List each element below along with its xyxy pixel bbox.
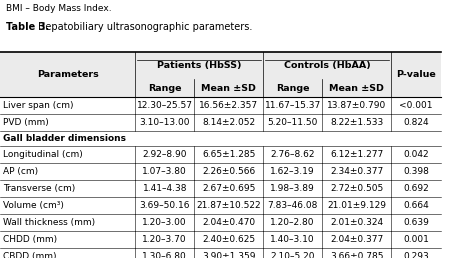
Text: Longitudinal (cm): Longitudinal (cm) bbox=[3, 150, 83, 159]
Text: 1.20–3.00: 1.20–3.00 bbox=[142, 218, 187, 227]
Text: 2.92–8.90: 2.92–8.90 bbox=[143, 150, 187, 159]
Text: 8.22±1.533: 8.22±1.533 bbox=[330, 118, 383, 127]
Text: 11.67–15.37: 11.67–15.37 bbox=[264, 101, 321, 110]
Text: 0.398: 0.398 bbox=[403, 167, 429, 176]
Text: BMI – Body Mass Index.: BMI – Body Mass Index. bbox=[6, 4, 111, 13]
Text: 1.62–3.19: 1.62–3.19 bbox=[270, 167, 315, 176]
Text: 2.04±0.377: 2.04±0.377 bbox=[330, 235, 383, 244]
Text: CHDD (mm): CHDD (mm) bbox=[3, 235, 57, 244]
Text: 2.26±0.566: 2.26±0.566 bbox=[202, 167, 255, 176]
Text: 5.20–11.50: 5.20–11.50 bbox=[267, 118, 318, 127]
Text: 1.40–3.10: 1.40–3.10 bbox=[270, 235, 315, 244]
Text: 21.01±9.129: 21.01±9.129 bbox=[327, 201, 386, 210]
Text: 1.98–3.89: 1.98–3.89 bbox=[270, 184, 315, 193]
Text: 7.83–46.08: 7.83–46.08 bbox=[267, 201, 318, 210]
Text: 3.10–13.00: 3.10–13.00 bbox=[139, 118, 190, 127]
Text: 2.76–8.62: 2.76–8.62 bbox=[271, 150, 315, 159]
Text: 0.293: 0.293 bbox=[403, 252, 429, 258]
Text: 2.01±0.324: 2.01±0.324 bbox=[330, 218, 383, 227]
Text: Parameters: Parameters bbox=[36, 70, 99, 79]
Text: Transverse (cm): Transverse (cm) bbox=[3, 184, 75, 193]
Text: 13.87±0.790: 13.87±0.790 bbox=[327, 101, 386, 110]
Text: Gall bladder dimensions: Gall bladder dimensions bbox=[3, 134, 126, 143]
Text: 2.34±0.377: 2.34±0.377 bbox=[330, 167, 383, 176]
Text: <0.001: <0.001 bbox=[399, 101, 433, 110]
Text: Mean ±SD: Mean ±SD bbox=[329, 84, 384, 93]
Text: 1.07–3.80: 1.07–3.80 bbox=[142, 167, 187, 176]
Text: Range: Range bbox=[148, 84, 182, 93]
Text: 0.001: 0.001 bbox=[403, 235, 429, 244]
Text: CBDD (mm): CBDD (mm) bbox=[3, 252, 57, 258]
Text: 2.10–5.20: 2.10–5.20 bbox=[271, 252, 315, 258]
Text: 0.664: 0.664 bbox=[403, 201, 429, 210]
Text: 1.41–4.38: 1.41–4.38 bbox=[143, 184, 187, 193]
Text: 6.65±1.285: 6.65±1.285 bbox=[202, 150, 255, 159]
Text: PVD (mm): PVD (mm) bbox=[3, 118, 49, 127]
Text: 1.20–3.70: 1.20–3.70 bbox=[142, 235, 187, 244]
Text: 21.87±10.522: 21.87±10.522 bbox=[196, 201, 261, 210]
Text: 2.72±0.505: 2.72±0.505 bbox=[330, 184, 383, 193]
Text: 1.30–6.80: 1.30–6.80 bbox=[142, 252, 187, 258]
Text: Liver span (cm): Liver span (cm) bbox=[3, 101, 74, 110]
Text: 3.90±1.359: 3.90±1.359 bbox=[202, 252, 255, 258]
Text: Patients (HbSS): Patients (HbSS) bbox=[157, 61, 241, 70]
Text: 16.56±2.357: 16.56±2.357 bbox=[199, 101, 258, 110]
Text: 0.639: 0.639 bbox=[403, 218, 429, 227]
Text: 3.66±0.785: 3.66±0.785 bbox=[330, 252, 383, 258]
Text: 2.40±0.625: 2.40±0.625 bbox=[202, 235, 255, 244]
Text: 1.20–2.80: 1.20–2.80 bbox=[271, 218, 315, 227]
Text: 0.042: 0.042 bbox=[403, 150, 429, 159]
Text: Range: Range bbox=[276, 84, 310, 93]
Text: 8.14±2.052: 8.14±2.052 bbox=[202, 118, 255, 127]
Text: 2.04±0.470: 2.04±0.470 bbox=[202, 218, 255, 227]
Text: 6.12±1.277: 6.12±1.277 bbox=[330, 150, 383, 159]
Text: Wall thickness (mm): Wall thickness (mm) bbox=[3, 218, 95, 227]
Text: Controls (HbAA): Controls (HbAA) bbox=[283, 61, 371, 70]
Text: P-value: P-value bbox=[396, 70, 436, 79]
Text: 0.824: 0.824 bbox=[403, 118, 429, 127]
Text: Table 3.: Table 3. bbox=[6, 22, 52, 32]
Text: Mean ±SD: Mean ±SD bbox=[201, 84, 256, 93]
Text: Hepatobiliary ultrasonographic parameters.: Hepatobiliary ultrasonographic parameter… bbox=[38, 22, 252, 32]
Text: 3.69–50.16: 3.69–50.16 bbox=[139, 201, 190, 210]
Text: 0.692: 0.692 bbox=[403, 184, 429, 193]
Text: Volume (cm³): Volume (cm³) bbox=[3, 201, 64, 210]
Text: 2.67±0.695: 2.67±0.695 bbox=[202, 184, 255, 193]
Text: 12.30–25.57: 12.30–25.57 bbox=[137, 101, 193, 110]
Bar bbox=[0, 52, 441, 97]
Text: AP (cm): AP (cm) bbox=[3, 167, 38, 176]
